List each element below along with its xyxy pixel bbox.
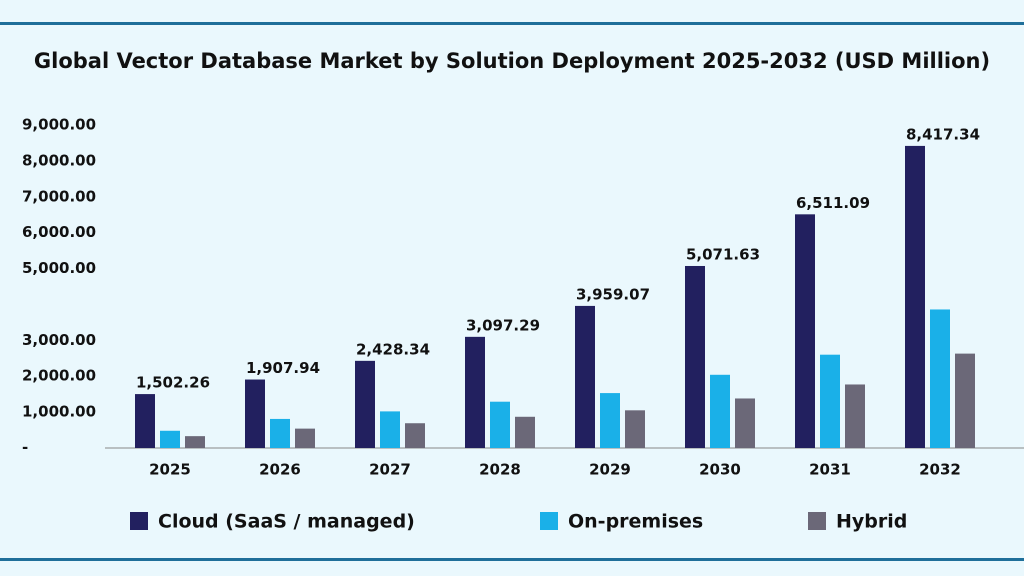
bar xyxy=(185,436,205,448)
top-rule xyxy=(0,22,1024,25)
bar xyxy=(710,374,730,448)
bar xyxy=(380,411,400,448)
value-label: 1,502.26 xyxy=(136,374,210,392)
chart-title: Global Vector Database Market by Solutio… xyxy=(34,49,990,73)
value-label: 8,417.34 xyxy=(906,125,980,143)
value-label: 2,428.34 xyxy=(356,340,430,358)
bar xyxy=(515,416,535,448)
value-label: 6,511.09 xyxy=(796,194,870,212)
x-tick-label: 2027 xyxy=(369,461,411,479)
bar xyxy=(295,428,315,448)
y-tick-label: 5,000.00 xyxy=(22,259,96,277)
x-tick-label: 2029 xyxy=(589,461,631,479)
y-tick-label: 6,000.00 xyxy=(22,223,96,241)
bar xyxy=(160,430,180,448)
bottom-rule xyxy=(0,558,1024,561)
legend-swatch xyxy=(808,512,826,530)
legend-label: On-premises xyxy=(568,511,703,533)
value-label: 3,097.29 xyxy=(466,316,540,334)
legend-swatch xyxy=(130,512,148,530)
bar xyxy=(625,410,645,448)
bar xyxy=(355,360,375,448)
x-tick-label: 2025 xyxy=(149,461,191,479)
x-tick-label: 2026 xyxy=(259,461,301,479)
bar xyxy=(465,336,485,448)
bar xyxy=(845,384,865,448)
bar xyxy=(955,353,975,448)
value-label: 1,907.94 xyxy=(246,359,320,377)
bar xyxy=(600,393,620,448)
y-tick-label: 8,000.00 xyxy=(22,151,96,169)
y-tick-label: 2,000.00 xyxy=(22,367,96,385)
bar xyxy=(575,305,595,448)
value-label: 3,959.07 xyxy=(576,285,650,303)
y-tick-label: 1,000.00 xyxy=(22,403,96,421)
y-tick-label: 3,000.00 xyxy=(22,331,96,349)
bar xyxy=(405,423,425,448)
legend-label: Cloud (SaaS / managed) xyxy=(158,511,415,533)
bar xyxy=(930,309,950,448)
bar xyxy=(135,394,155,448)
y-tick-label: - xyxy=(22,439,28,457)
bar xyxy=(490,401,510,448)
value-label: 5,071.63 xyxy=(686,245,760,263)
bar xyxy=(820,354,840,448)
bar xyxy=(245,379,265,448)
bar xyxy=(270,418,290,448)
legend-label: Hybrid xyxy=(836,511,907,533)
x-tick-label: 2028 xyxy=(479,461,521,479)
legend-swatch xyxy=(540,512,558,530)
x-tick-label: 2030 xyxy=(699,461,741,479)
bar xyxy=(795,214,815,448)
bar xyxy=(685,265,705,448)
y-tick-label: 7,000.00 xyxy=(22,187,96,205)
bar xyxy=(735,398,755,448)
x-tick-label: 2031 xyxy=(809,461,851,479)
y-tick-label: 9,000.00 xyxy=(22,116,96,134)
x-tick-label: 2032 xyxy=(919,461,961,479)
bar xyxy=(905,145,925,449)
